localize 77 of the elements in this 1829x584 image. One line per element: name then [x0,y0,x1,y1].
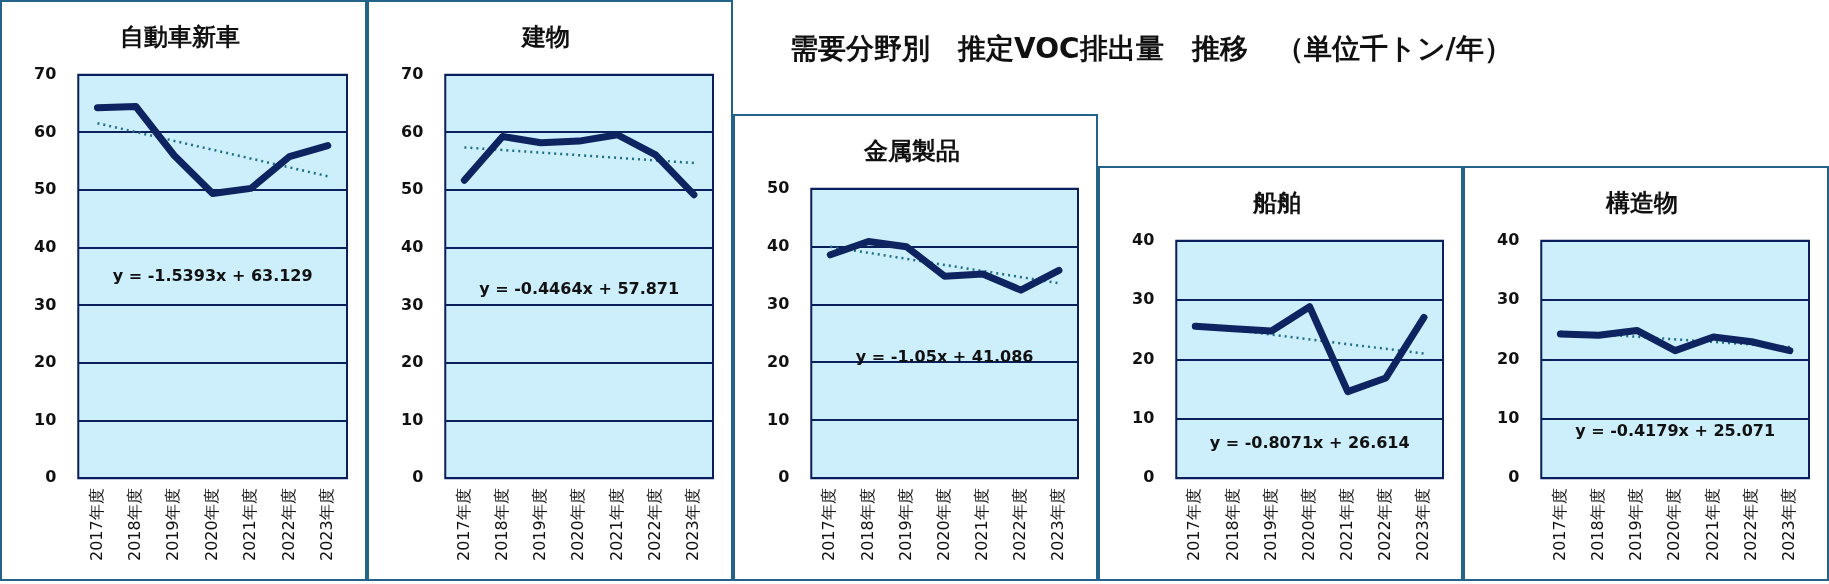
annotation: y = -0.4179x + 25.071 [1575,421,1776,441]
chart-title: 自動車新車 [119,22,240,51]
annotation: y = -0.8071x + 26.614 [1209,432,1410,452]
y-tick-label: 20 [767,351,790,371]
y-tick-label: 60 [401,121,424,141]
y-tick-label: 30 [401,294,424,314]
x-tick-label: 2018年度 [857,488,877,561]
x-tick-label: 2017年度 [819,488,839,561]
y-tick-label: 0 [45,467,57,487]
y-tick-label: 60 [34,121,57,141]
x-tick-label: 2022年度 [644,488,664,561]
y-tick-label: 70 [34,63,57,83]
x-tick-label: 2023年度 [1779,488,1799,561]
y-tick-label: 50 [401,179,424,199]
y-tick-label: 10 [1497,408,1520,428]
x-tick-label: 2017年度 [1549,488,1569,561]
y-tick-label: 10 [767,409,790,429]
annotation: y = -0.4464x + 57.871 [479,279,680,299]
y-tick-label: 40 [1497,229,1520,249]
x-tick-label: 2021年度 [971,488,991,561]
x-tick-label: 2022年度 [1010,488,1029,561]
y-tick-label: 10 [34,409,57,429]
text: 需要分野別 推定VOC排出量 推移 （単位千トン/年） [790,31,1513,67]
y-tick-label: 40 [1132,229,1155,249]
y-tick-label: 20 [1132,348,1155,368]
x-tick-label: 2020年度 [933,488,953,561]
y-tick-label: 10 [1132,408,1155,428]
chart-title: 構造物 [1605,188,1678,217]
y-tick-label: 70 [401,63,424,83]
x-tick-label: 2017年度 [1184,488,1204,561]
y-tick-label: 30 [34,294,57,314]
x-tick-label: 2019年度 [530,488,550,561]
y-tick-label: 30 [1132,289,1155,309]
y-tick-label: 20 [1497,348,1520,368]
y-tick-label: 10 [401,409,424,429]
x-tick-label: 2018年度 [125,488,145,561]
y-tick-label: 40 [767,235,790,255]
y-tick-label: 30 [1497,289,1520,309]
x-tick-label: 2023年度 [316,488,336,561]
x-tick-label: 2018年度 [1587,488,1607,561]
x-tick-label: 2020年度 [568,488,588,561]
x-tick-label: 2020年度 [1298,488,1318,561]
x-tick-label: 2019年度 [1626,488,1646,561]
x-tick-label: 2018年度 [1222,488,1242,561]
x-tick-label: 2022年度 [1375,488,1394,561]
x-tick-label: 2022年度 [1740,488,1760,561]
y-tick-label: 50 [767,177,790,197]
y-tick-label: 30 [767,293,790,313]
y-tick-label: 40 [401,236,424,256]
x-tick-label: 2021年度 [240,488,260,561]
y-tick-label: 0 [1143,467,1155,487]
x-tick-label: 2020年度 [1664,488,1684,561]
x-tick-label: 2021年度 [606,488,626,561]
x-tick-label: 2018年度 [491,488,511,561]
y-tick-label: 0 [778,467,790,487]
annotation: y = -1.5393x + 63.129 [112,265,313,285]
x-tick-label: 2020年度 [201,488,221,561]
y-tick-label: 40 [34,236,57,256]
x-tick-label: 2023年度 [683,488,703,561]
y-tick-label: 20 [34,352,57,372]
y-tick-label: 0 [412,467,424,487]
y-tick-label: 20 [401,352,424,372]
x-tick-label: 2023年度 [1413,488,1433,561]
chart-title: 金属製品 [862,136,960,165]
x-tick-label: 2021年度 [1336,488,1356,561]
y-tick-label: 50 [34,179,57,199]
x-tick-label: 2019年度 [895,488,915,561]
x-tick-label: 2017年度 [453,488,473,561]
chart-title: 船舶 [1251,188,1301,217]
x-tick-label: 2022年度 [278,488,298,561]
x-tick-label: 2021年度 [1702,488,1722,561]
chart-title: 建物 [520,22,570,51]
x-tick-label: 2023年度 [1048,488,1068,561]
x-tick-label: 2019年度 [1260,488,1280,561]
y-tick-label: 0 [1508,467,1520,487]
x-tick-label: 2019年度 [163,488,183,561]
x-tick-label: 2017年度 [86,488,106,561]
